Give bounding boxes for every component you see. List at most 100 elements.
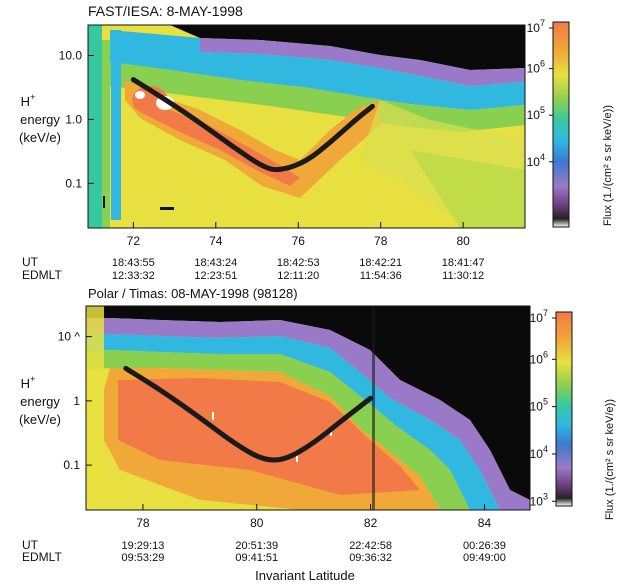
ephemeris-edmlt: 12:33:32 [112,270,155,282]
y-tick-label: 10.0 [59,48,83,62]
x-axis-label: Invariant Latitude [255,568,355,583]
svg-text:H+: H+ [21,92,36,109]
spectrogram [86,306,530,510]
ephemeris-ut: 22:42:58 [349,540,392,552]
ephemeris-ut: 18:43:55 [112,257,155,269]
ephemeris-ut: 00:26:39 [463,540,506,552]
colorbar-tick-exp: 7 [543,308,548,318]
ephemeris-labels: UT EDMLT [22,538,62,564]
ylabel: H+ energy (keV/e) [19,374,61,427]
y-tick-label: 0.1 [63,458,80,472]
x-tick-label: 78 [374,234,388,248]
ylabel-line: (keV/e) [19,130,61,145]
ephemeris-label-edmlt: EDMLT [22,550,62,564]
plot-frame [87,24,526,229]
ylabel-line: H [21,94,30,109]
plot-frame [85,305,531,511]
ephemeris-labels: UT EDMLT [22,255,62,282]
y-tick-label: 1.0 [65,112,82,126]
ylabel: H+ energy (keV/e) [19,92,61,145]
colorbar-tick-exp: 5 [540,105,545,115]
colorbar-tick-base: 10 [530,494,544,508]
colorbar-label: Flux (1./(cm² s sr keV/e)) [604,399,616,520]
colorbar-tick-exp: 7 [540,18,545,28]
x-tick-label: 72 [127,234,141,248]
fit-curve [123,365,374,463]
colorbar-tick-label: 104 [527,152,545,169]
colorbar-tick-base: 10 [527,155,541,169]
y-tick-label: 10 ^ [58,330,81,344]
colorbar-tick-base: 10 [530,311,544,325]
colorbar-tick-base: 10 [527,21,541,35]
ephemeris-edmlt: 09:41:51 [235,552,278,564]
ephemeris-label-ut: UT [22,255,39,269]
panel-polar: Polar / Timas: 08-MAY-1998 (98128) H+ en… [19,286,616,583]
ephemeris-edmlt: 09:53:29 [122,552,165,564]
ylabel-line: (keV/e) [19,412,61,427]
colorbar-tick-label: 106 [530,349,548,366]
x-tick-label: 74 [209,234,223,248]
colorbar-tick-base: 10 [530,447,544,461]
colorbar-tick-exp: 5 [543,397,548,407]
x-tick-label: 80 [250,516,264,530]
ephemeris-edmlt: 11:54:36 [360,270,402,282]
colorbar-tick-label: 107 [530,308,548,325]
x-tick-label: 82 [364,516,378,530]
colorbar-tick-label: 105 [527,105,545,122]
x-tick-label: 84 [478,516,492,530]
ephemeris-edmlt: 12:11:20 [277,270,319,282]
colorbar-tick-exp: 6 [543,349,548,359]
ephemeris-ut: 18:42:53 [277,257,320,269]
colorbar-tick-label: 105 [530,397,548,414]
ephemeris-label-edmlt: EDMLT [22,268,62,282]
svg-text:H+: H+ [21,374,36,391]
colorbar-tick-exp: 6 [540,59,545,69]
y-tick-label: 1 [73,394,80,408]
ylabel-line: H [21,376,30,391]
ylabel-superscript: + [30,374,35,384]
ephemeris-label-ut: UT [22,538,39,552]
colorbar-scale [552,21,570,228]
colorbar-tick-exp: 4 [543,444,548,454]
colorbar-tick-base: 10 [527,62,541,76]
ephemeris-ut: 18:43:24 [194,257,237,269]
colorbar-tick-label: 107 [527,18,545,35]
axes: 10 ^ 1 0.1 78 80 82 84 [58,330,492,530]
ephemeris-ut: 18:42:21 [359,257,402,269]
panel-title: FAST/IESA: 8-MAY-1998 [88,3,243,19]
colorbar-tick-label: 103 [530,491,548,508]
x-tick-label: 80 [456,234,470,248]
ephemeris-ut: 20:51:39 [235,540,278,552]
colorbar-tick-base: 10 [527,108,541,122]
colorbar-label: Flux (1./(cm² s sr keV/e)) [602,105,614,226]
colorbar-tick-label: 104 [530,444,548,461]
ephemeris-edmlt: 11:30:12 [442,270,484,282]
colorbar-tick-exp: 3 [543,491,548,501]
ylabel-line: energy [20,112,60,127]
axes: 10.0 1.0 0.1 72 74 76 78 80 [59,48,471,248]
panel-fast: FAST/IESA: 8-MAY-1998 H+ energy (keV/e) [19,3,614,282]
ylabel-line: energy [20,394,60,409]
colorbar-scale [555,311,573,507]
colorbar-tick-base: 10 [530,400,544,414]
ephemeris-edmlt: 09:49:00 [463,552,506,564]
x-tick-label: 78 [136,516,150,530]
panel-title: Polar / Timas: 08-MAY-1998 (98128) [88,286,298,301]
spectrogram [88,25,525,228]
ephemeris-ut: 18:41:47 [442,257,485,269]
ylabel-superscript: + [30,92,35,102]
ephemeris-edmlt: 12:23:51 [194,270,237,282]
y-tick-label: 0.1 [65,176,82,190]
colorbar-tick-base: 10 [530,352,544,366]
ephemeris-edmlt: 09:36:32 [349,552,392,564]
x-tick-label: 76 [292,234,306,248]
colorbar-tick-label: 106 [527,59,545,76]
ephemeris-ut: 19:29:13 [122,540,165,552]
fit-curve [130,77,375,173]
